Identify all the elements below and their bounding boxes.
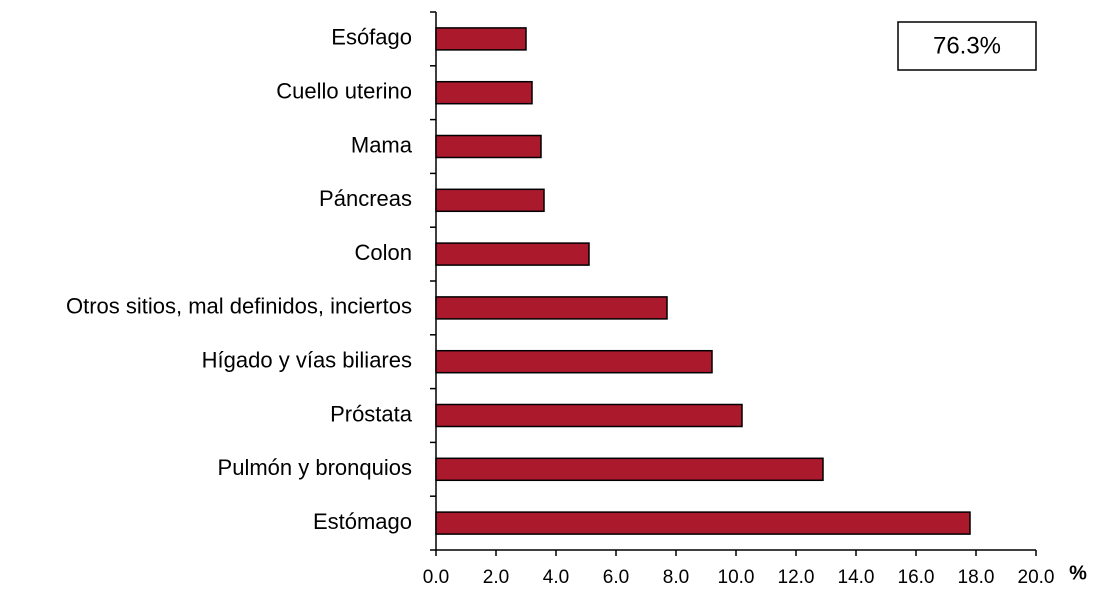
y-tick-label: Hígado y vías biliares xyxy=(202,348,412,373)
bar xyxy=(435,242,590,266)
bar xyxy=(435,188,545,213)
bar xyxy=(435,296,668,320)
bar xyxy=(435,403,743,428)
x-tick-label: 20.0 xyxy=(1018,567,1055,588)
x-tick-label: 16.0 xyxy=(898,567,935,588)
x-tick-label: 2.0 xyxy=(483,567,509,588)
x-tick-label: 12.0 xyxy=(778,567,815,588)
y-tick-label: Estómago xyxy=(313,509,412,534)
y-tick-label: Cuello uterino xyxy=(276,79,412,104)
bar xyxy=(435,80,533,105)
bar xyxy=(435,457,824,482)
x-tick-label: 14.0 xyxy=(838,567,875,588)
x-tick-label: 10.0 xyxy=(718,567,755,588)
y-tick-label: Páncreas xyxy=(319,186,412,211)
x-tick-label: 8.0 xyxy=(663,567,689,588)
bar xyxy=(435,27,527,51)
annotation: 76.3% xyxy=(933,32,1001,59)
bar xyxy=(435,511,971,535)
bar xyxy=(435,349,713,374)
x-tick-label: 4.0 xyxy=(543,567,569,588)
y-tick-label: Esófago xyxy=(331,25,412,50)
y-tick-label: Colon xyxy=(355,240,412,265)
x-axis-label: % xyxy=(1069,562,1087,584)
x-tick-label: 18.0 xyxy=(958,567,995,588)
y-tick-label: Otros sitios, mal definidos, inciertos xyxy=(66,294,412,319)
annotation-box xyxy=(897,21,1037,71)
y-tick-label: Mama xyxy=(351,132,413,157)
bar xyxy=(435,134,542,159)
x-tick-label: 0.0 xyxy=(423,567,449,588)
x-tick-label: 6.0 xyxy=(603,567,629,588)
y-tick-label: Pulmón y bronquios xyxy=(218,455,412,480)
y-tick-label: Próstata xyxy=(330,401,413,426)
